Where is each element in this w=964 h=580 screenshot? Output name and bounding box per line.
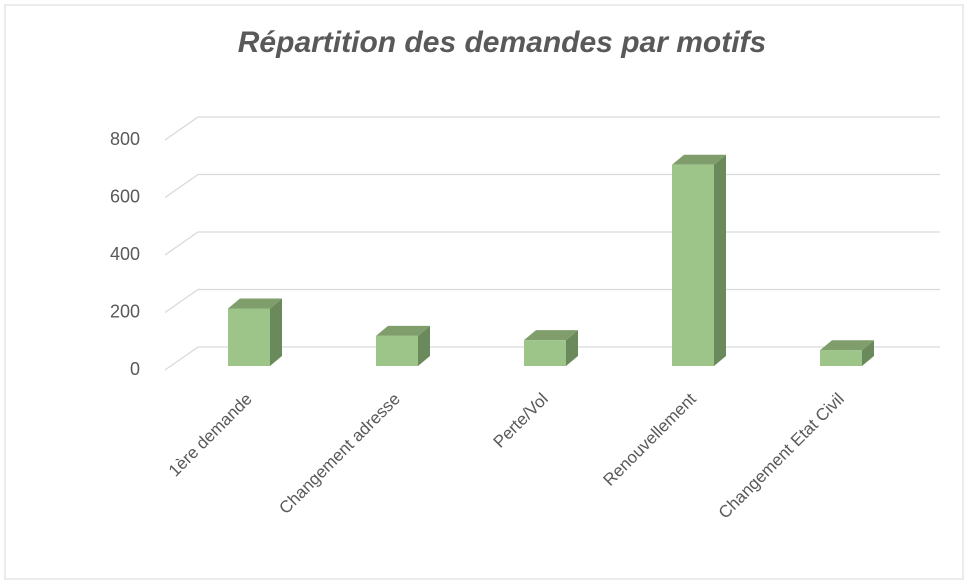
y-tick-label: 800 <box>110 129 140 149</box>
bar-top <box>524 330 578 341</box>
grid-line <box>164 116 940 141</box>
bar <box>672 164 714 366</box>
chart-border <box>4 4 964 580</box>
y-tick-label: 0 <box>130 359 140 379</box>
y-tick-label: 400 <box>110 244 140 264</box>
chart-title: Répartition des demandes par motifs <box>238 26 766 59</box>
bar-side <box>418 325 430 366</box>
y-tick-label: 600 <box>110 186 140 206</box>
bar-side <box>270 298 282 366</box>
bar-top <box>228 298 282 309</box>
bar-side <box>714 154 726 366</box>
bar-side <box>566 330 578 366</box>
bar-top <box>376 325 430 336</box>
bar-top <box>672 154 726 165</box>
bar <box>228 308 270 366</box>
bar <box>820 350 862 366</box>
bar-side <box>862 340 874 366</box>
bar-top <box>820 340 874 351</box>
bar <box>376 335 418 366</box>
y-tick-label: 200 <box>110 301 140 321</box>
bar <box>524 340 566 366</box>
